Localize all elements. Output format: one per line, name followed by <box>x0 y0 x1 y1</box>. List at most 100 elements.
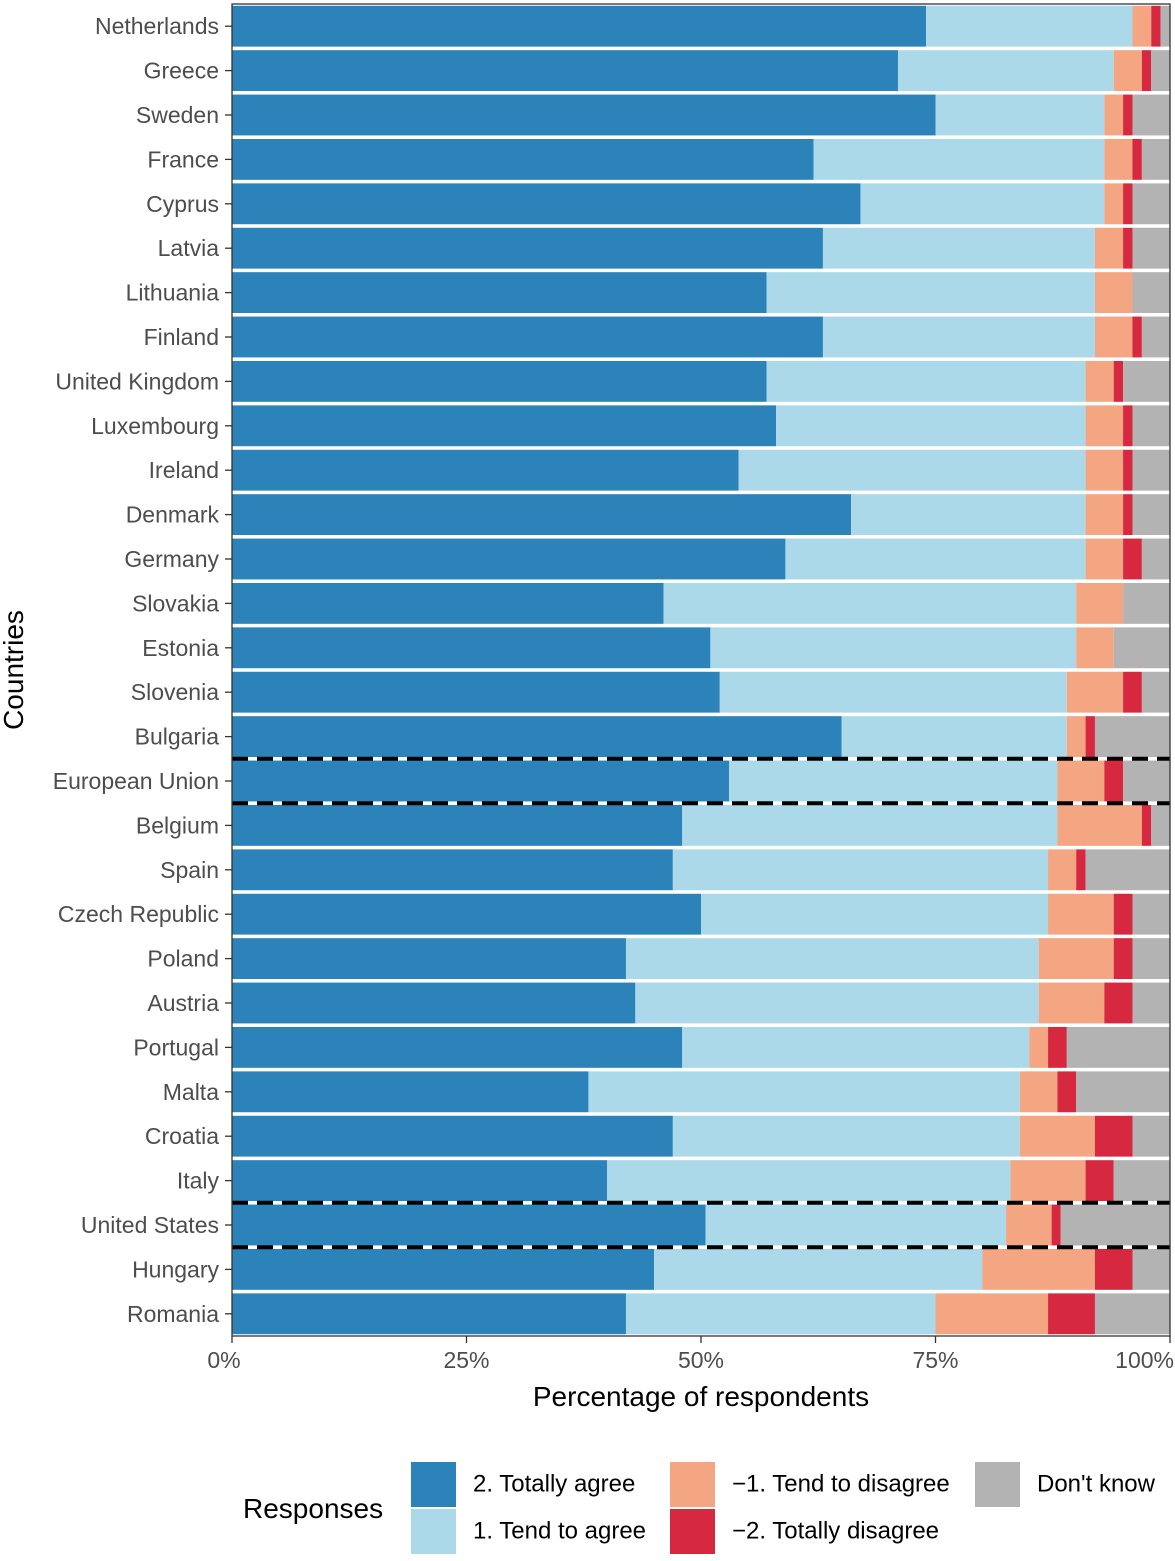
y-tick-label-netherlands: Netherlands <box>95 13 219 39</box>
bar-segment-bulgaria-series-1 <box>841 716 1067 758</box>
bar-segment-latvia-series-3 <box>1123 227 1133 269</box>
bar-segment-germany-series-0 <box>232 538 786 580</box>
bar-segment-germany-series-1 <box>785 538 1086 580</box>
bar-segment-belgium-series-1 <box>682 804 1058 846</box>
bar-segment-hungary-series-2 <box>982 1248 1095 1290</box>
bar-segment-estonia-series-4 <box>1113 627 1170 669</box>
bar-segment-hungary-series-0 <box>232 1248 655 1290</box>
bar-segment-spain-series-0 <box>232 849 673 891</box>
bar-segment-european-union-series-4 <box>1123 760 1170 802</box>
bar-segment-malta-series-4 <box>1076 1071 1170 1113</box>
bar-segment-cyprus-series-0 <box>232 183 861 225</box>
bar-segment-united-kingdom-series-3 <box>1113 360 1124 402</box>
bar-segment-netherlands-series-0 <box>232 5 927 47</box>
bar-segment-greece-series-4 <box>1151 50 1170 92</box>
bar-segment-sweden-series-3 <box>1123 94 1133 136</box>
legend-key-3 <box>670 1509 715 1554</box>
bar-segment-romania-series-1 <box>625 1293 936 1335</box>
group-separators <box>232 756 1170 1250</box>
y-tick-label-croatia: Croatia <box>145 1123 219 1149</box>
bar-segment-france-series-0 <box>232 138 814 180</box>
bar-group-germany <box>232 538 1170 580</box>
bar-segment-croatia-series-2 <box>1019 1115 1095 1157</box>
bar-segment-portugal-series-3 <box>1048 1026 1067 1068</box>
y-tick-label-italy: Italy <box>177 1168 220 1194</box>
bar-segment-germany-series-2 <box>1085 538 1124 580</box>
bar-segment-poland-series-1 <box>625 938 1039 980</box>
bar-segment-luxembourg-series-2 <box>1085 405 1124 447</box>
y-tick-label-ireland: Ireland <box>149 457 219 483</box>
bar-segment-ireland-series-4 <box>1132 449 1170 491</box>
bar-segment-european-union-series-0 <box>232 760 730 802</box>
bar-segment-germany-series-3 <box>1123 538 1142 580</box>
bar-segment-croatia-series-3 <box>1094 1115 1133 1157</box>
bar-segment-croatia-series-0 <box>232 1115 673 1157</box>
bar-group-malta <box>232 1071 1170 1113</box>
bar-segment-greece-series-1 <box>897 50 1114 92</box>
bar-segment-france-series-2 <box>1104 138 1133 180</box>
bar-segment-estonia-series-0 <box>232 627 711 669</box>
bar-segment-denmark-series-1 <box>851 494 1086 536</box>
bar-segment-latvia-series-0 <box>232 227 823 269</box>
bar-segment-slovakia-series-0 <box>232 582 664 624</box>
bar-segment-netherlands-series-2 <box>1132 5 1152 47</box>
legend-title: Responses <box>243 1493 383 1524</box>
bar-segment-romania-series-2 <box>935 1293 1049 1335</box>
bar-segment-czech-republic-series-4 <box>1132 893 1170 935</box>
y-tick-label-poland: Poland <box>147 946 219 972</box>
bar-segment-luxembourg-series-1 <box>776 405 1086 447</box>
bar-segment-finland-series-1 <box>822 316 1095 358</box>
y-tick-label-hungary: Hungary <box>132 1256 219 1282</box>
bar-group-poland <box>232 938 1170 980</box>
bar-segment-czech-republic-series-0 <box>232 893 701 935</box>
y-tick-label-malta: Malta <box>163 1079 219 1105</box>
bar-segment-european-union-series-1 <box>729 760 1058 802</box>
bar-segment-luxembourg-series-4 <box>1132 405 1170 447</box>
bar-segment-denmark-series-2 <box>1085 494 1124 536</box>
x-tick-label-2: 50% <box>678 1347 724 1373</box>
bar-segment-slovenia-series-4 <box>1141 671 1170 713</box>
bar-segment-ireland-series-2 <box>1085 449 1124 491</box>
bar-segment-denmark-series-0 <box>232 494 852 536</box>
bar-segment-lithuania-series-2 <box>1094 272 1133 314</box>
y-tick-label-portugal: Portugal <box>133 1034 219 1060</box>
bar-segment-slovakia-series-4 <box>1123 582 1170 624</box>
bar-segment-finland-series-0 <box>232 316 823 358</box>
bar-segment-czech-republic-series-3 <box>1113 893 1133 935</box>
bar-segment-cyprus-series-3 <box>1123 183 1133 225</box>
bar-group-belgium <box>232 804 1170 846</box>
bar-segment-european-union-series-3 <box>1104 760 1124 802</box>
y-tick-label-luxembourg: Luxembourg <box>91 413 219 439</box>
bar-segment-united-states-series-4 <box>1060 1204 1170 1246</box>
bar-group-bulgaria <box>232 716 1170 758</box>
bar-segment-belgium-series-2 <box>1057 804 1142 846</box>
y-tick-label-lithuania: Lithuania <box>126 280 220 306</box>
bar-segment-slovenia-series-0 <box>232 671 720 713</box>
y-tick-label-germany: Germany <box>124 546 219 572</box>
y-tick-label-bulgaria: Bulgaria <box>135 724 220 750</box>
bar-segment-finland-series-3 <box>1132 316 1142 358</box>
bar-segment-malta-series-1 <box>588 1071 1020 1113</box>
bar-segment-denmark-series-3 <box>1123 494 1133 536</box>
bar-segment-luxembourg-series-3 <box>1123 405 1133 447</box>
bar-segment-portugal-series-4 <box>1066 1026 1170 1068</box>
bar-segment-sweden-series-1 <box>935 94 1105 136</box>
bar-group-netherlands <box>232 5 1170 47</box>
bar-segment-france-series-4 <box>1141 138 1170 180</box>
y-tick-label-cyprus: Cyprus <box>146 191 219 217</box>
bar-group-austria <box>232 982 1170 1024</box>
bar-segment-spain-series-1 <box>672 849 1049 891</box>
bar-group-slovakia <box>232 582 1170 624</box>
bar-segment-bulgaria-series-3 <box>1085 716 1095 758</box>
x-tick-label-0: 0% <box>207 1347 240 1373</box>
bar-segment-italy-series-1 <box>607 1160 1011 1202</box>
bar-segment-croatia-series-1 <box>672 1115 1020 1157</box>
legend-label-1: 1. Tend to agree <box>473 1518 646 1545</box>
bar-segment-belgium-series-3 <box>1141 804 1152 846</box>
bar-segment-malta-series-0 <box>232 1071 589 1113</box>
bar-segment-romania-series-0 <box>232 1293 626 1335</box>
bar-segment-united-states-series-1 <box>705 1204 1007 1246</box>
bar-segment-netherlands-series-1 <box>926 5 1133 47</box>
legend-label-0: 2. Totally agree <box>473 1471 635 1498</box>
bar-group-latvia <box>232 227 1170 269</box>
